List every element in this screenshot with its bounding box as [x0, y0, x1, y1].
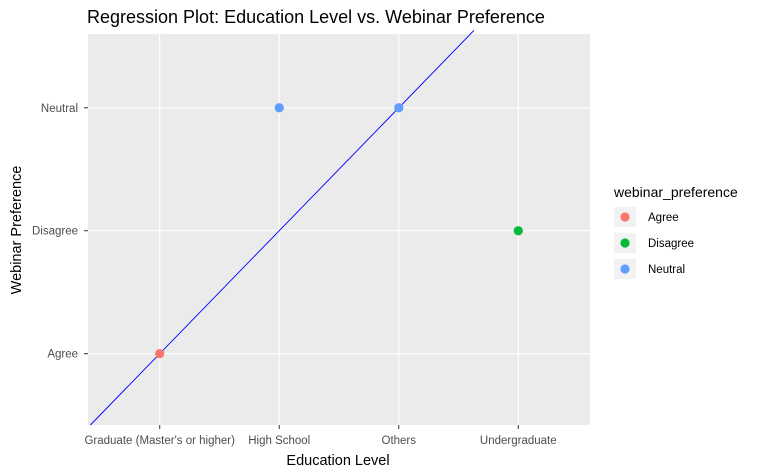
- data-point: [513, 226, 523, 236]
- y-tick-label: Disagree: [32, 226, 78, 238]
- chart-title: Regression Plot: Education Level vs. Web…: [87, 7, 545, 27]
- grid: [88, 34, 590, 425]
- data-point: [394, 103, 404, 113]
- points: [155, 103, 523, 359]
- y-axis-title: Webinar Preference: [9, 166, 25, 295]
- y-axis-ticks: Agree Disagree Neutral: [32, 103, 88, 361]
- x-tick-label: Others: [382, 435, 417, 447]
- legend: webinar_preference Agree Disagree Neutral: [613, 184, 738, 279]
- x-tick-label: Graduate (Master's or higher): [84, 435, 235, 447]
- data-point: [274, 103, 284, 113]
- x-axis-title: Education Level: [286, 453, 389, 469]
- regression-line-group: [90, 29, 475, 426]
- y-tick-label: Neutral: [41, 103, 78, 115]
- legend-title: webinar_preference: [613, 184, 738, 200]
- x-tick-label: Undergraduate: [480, 435, 557, 447]
- y-tick-label: Agree: [47, 349, 78, 361]
- data-point: [155, 349, 165, 359]
- legend-label: Agree: [648, 212, 679, 224]
- legend-items: Agree Disagree Neutral: [614, 207, 694, 279]
- x-axis-ticks: Graduate (Master's or higher) High School…: [84, 425, 557, 447]
- x-tick-label: High School: [248, 435, 310, 447]
- legend-swatch: [620, 238, 630, 248]
- regression-line: [90, 29, 475, 426]
- legend-label: Disagree: [648, 238, 694, 250]
- plot-panel: [88, 34, 590, 425]
- legend-label: Neutral: [648, 264, 685, 276]
- legend-swatch: [620, 264, 630, 274]
- legend-swatch: [620, 212, 630, 222]
